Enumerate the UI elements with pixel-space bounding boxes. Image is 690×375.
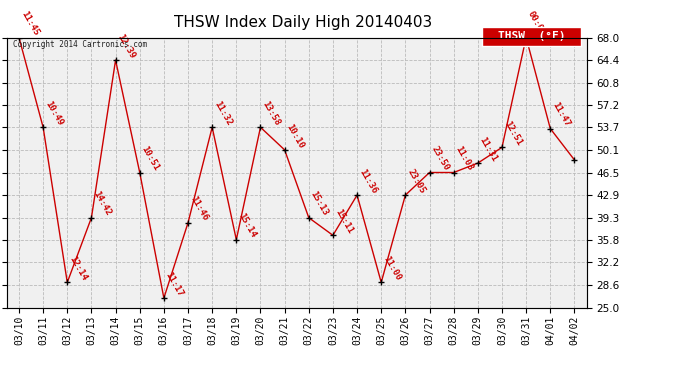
Text: 23:50: 23:50 — [430, 145, 451, 172]
Text: 23:05: 23:05 — [406, 167, 426, 195]
Text: 11:00: 11:00 — [382, 255, 402, 282]
Text: 12:39: 12:39 — [116, 32, 137, 60]
Text: 10:10: 10:10 — [285, 122, 306, 150]
Text: 15:11: 15:11 — [333, 207, 354, 235]
Text: 11:31: 11:31 — [478, 135, 499, 163]
Text: 14:42: 14:42 — [91, 190, 112, 218]
Text: 11:47: 11:47 — [551, 101, 571, 129]
Text: 13:58: 13:58 — [261, 99, 282, 127]
Text: 12:14: 12:14 — [68, 255, 88, 282]
Text: 15:14: 15:14 — [237, 212, 257, 240]
Text: THSW Index Daily High 20140403: THSW Index Daily High 20140403 — [175, 15, 433, 30]
Text: 15:13: 15:13 — [309, 190, 330, 218]
Text: Copyright 2014 Cartronics.com: Copyright 2014 Cartronics.com — [12, 40, 147, 49]
Text: 11:45: 11:45 — [19, 10, 40, 38]
Text: 11:03: 11:03 — [454, 145, 475, 172]
Text: 00:00: 00:00 — [526, 10, 547, 38]
Text: 11:17: 11:17 — [164, 270, 185, 298]
Text: 11:46: 11:46 — [188, 195, 209, 223]
Text: 12:51: 12:51 — [502, 120, 523, 147]
Text: 11:32: 11:32 — [213, 99, 233, 127]
Text: 10:49: 10:49 — [43, 99, 64, 127]
Text: 11:36: 11:36 — [357, 167, 378, 195]
Text: 10:51: 10:51 — [140, 145, 161, 172]
